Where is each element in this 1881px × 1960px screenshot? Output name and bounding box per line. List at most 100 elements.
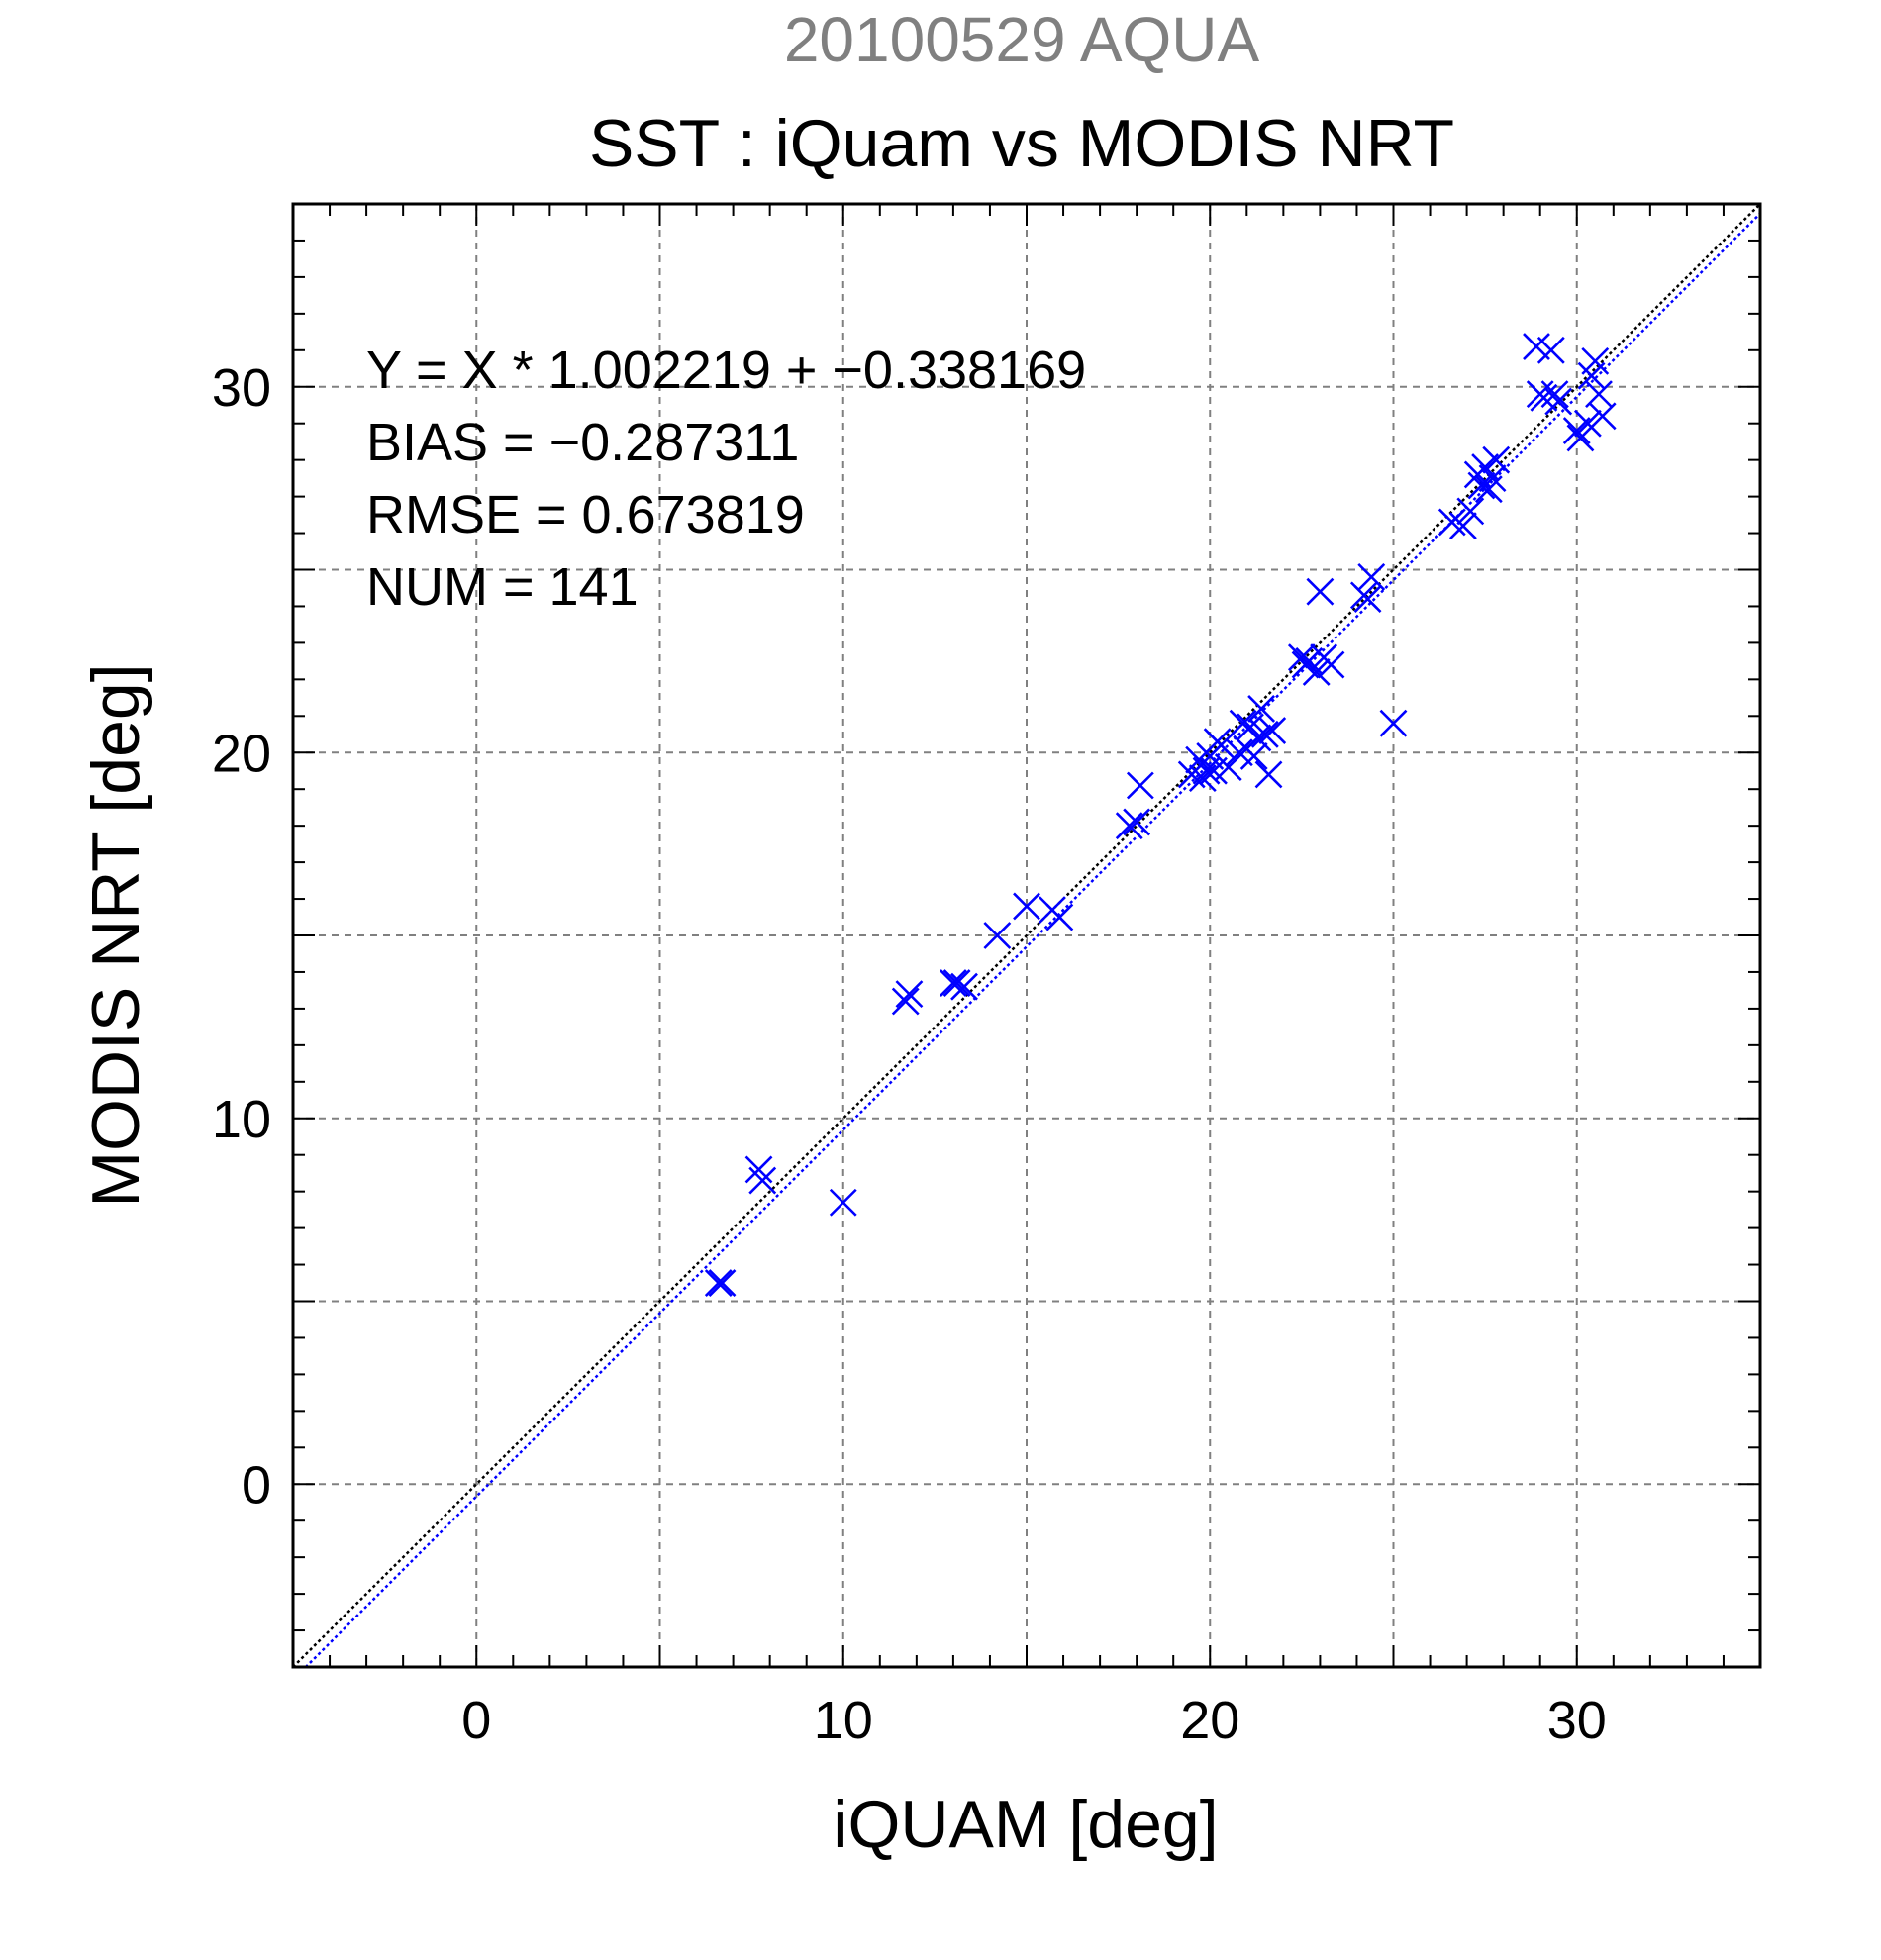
- data-point-stroke: [1544, 387, 1573, 416]
- data-point: [939, 969, 967, 997]
- data-point: [1474, 475, 1503, 504]
- data-point: [1536, 336, 1565, 364]
- data-point-stroke: [1536, 336, 1565, 364]
- num-stat: NUM = 141: [366, 557, 639, 617]
- data-point-stroke: [1250, 720, 1279, 748]
- bias-stat: BIAS = −0.287311: [366, 413, 799, 472]
- data-point-stroke: [1115, 812, 1143, 840]
- data-point-stroke: [891, 987, 920, 1016]
- data-point-stroke: [1437, 508, 1466, 537]
- chart-supertitle: 20100529 AQUA: [784, 4, 1260, 75]
- data-point-stroke: [1126, 771, 1154, 800]
- data-point-stroke: [1302, 658, 1331, 686]
- data-point-stroke: [1474, 475, 1503, 504]
- data-point: [1250, 720, 1279, 748]
- data-point-stroke: [748, 1166, 777, 1195]
- data-point-stroke: [708, 1269, 737, 1297]
- chart-title: SST : iQuam vs MODIS NRT: [589, 106, 1454, 181]
- data-point: [1239, 742, 1268, 770]
- data-point: [829, 1188, 857, 1217]
- x-tick-label: 30: [1547, 1691, 1607, 1750]
- data-point: [1379, 709, 1408, 737]
- data-point-stroke: [939, 969, 967, 997]
- data-point-stroke: [1239, 742, 1268, 770]
- data-points: [704, 333, 1617, 1297]
- fit-statistics: Y = X * 1.002219 + −0.338169 BIAS = −0.2…: [366, 341, 1086, 617]
- reference-lines: [293, 204, 1760, 1667]
- data-point: [1247, 694, 1276, 723]
- data-point-stroke: [1566, 424, 1595, 452]
- data-point: [1302, 658, 1331, 686]
- data-point-stroke: [1045, 903, 1074, 931]
- data-point-stroke: [942, 969, 971, 997]
- data-point-stroke: [1243, 724, 1272, 752]
- plot-frame: [291, 202, 1762, 1669]
- data-point-stroke: [1013, 892, 1040, 921]
- minor-ticks: [292, 203, 1761, 1668]
- data-point: [1566, 424, 1595, 452]
- x-tick-label: 0: [461, 1691, 491, 1750]
- data-point: [891, 987, 920, 1016]
- data-point: [1482, 445, 1511, 474]
- data-point-stroke: [1317, 650, 1345, 679]
- data-point: [1243, 724, 1272, 752]
- data-point-stroke: [1229, 709, 1257, 737]
- data-point: [983, 922, 1012, 949]
- data-point-stroke: [950, 972, 978, 1001]
- data-point: [950, 972, 978, 1001]
- data-point-stroke: [1530, 383, 1558, 412]
- data-point: [1478, 464, 1507, 493]
- data-point-stroke: [1247, 694, 1276, 723]
- data-point-stroke: [1207, 731, 1236, 759]
- y-tick-labels: 0 10 20 30: [212, 358, 271, 1516]
- data-point-stroke: [1588, 402, 1617, 431]
- data-point-stroke: [1482, 445, 1511, 474]
- data-point-stroke: [1258, 717, 1287, 744]
- data-point-stroke: [744, 1155, 773, 1184]
- y-tick-label: 20: [212, 724, 271, 783]
- y-tick-label: 0: [242, 1455, 271, 1515]
- data-point: [1357, 562, 1386, 591]
- data-point: [1126, 771, 1154, 800]
- identity-line-halo: [295, 206, 1760, 1667]
- data-point: [1123, 808, 1151, 836]
- data-point: [1013, 892, 1040, 921]
- x-tick-label: 20: [1180, 1691, 1239, 1750]
- x-axis-label: iQUAM [deg]: [833, 1787, 1218, 1862]
- rmse-stat: RMSE = 0.673819: [366, 485, 805, 544]
- data-point-stroke: [895, 980, 924, 1009]
- data-point-stroke: [1123, 808, 1151, 836]
- y-tick-label: 30: [212, 358, 271, 418]
- y-tick-label: 10: [212, 1090, 271, 1149]
- data-point-stroke: [1448, 512, 1477, 540]
- data-point: [1207, 731, 1236, 759]
- data-point: [1254, 760, 1283, 789]
- data-point: [748, 1166, 777, 1195]
- data-point: [1456, 497, 1485, 526]
- data-point-stroke: [1379, 709, 1408, 737]
- data-point: [704, 1269, 733, 1297]
- data-point: [744, 1155, 773, 1184]
- x-tick-labels: 0 10 20 30: [461, 1691, 1607, 1750]
- identity-line: [293, 204, 1760, 1667]
- data-point: [1544, 387, 1573, 416]
- grid-lines: [293, 204, 1760, 1667]
- data-point: [708, 1269, 737, 1297]
- data-point: [895, 980, 924, 1009]
- data-point-stroke: [1478, 464, 1507, 493]
- data-point-stroke: [1306, 577, 1335, 606]
- data-point: [1437, 508, 1466, 537]
- data-point-stroke: [1581, 346, 1610, 375]
- y-axis-label: MODIS NRT [deg]: [78, 663, 153, 1207]
- data-point: [1306, 577, 1335, 606]
- fit-line: [304, 212, 1760, 1667]
- data-point-stroke: [1456, 497, 1485, 526]
- data-point: [1573, 409, 1602, 438]
- data-point: [942, 969, 971, 997]
- data-point-stroke: [1523, 333, 1550, 361]
- data-point-stroke: [1287, 643, 1316, 672]
- data-point-stroke: [1254, 760, 1283, 789]
- data-point: [1258, 717, 1287, 744]
- data-point: [1588, 402, 1617, 431]
